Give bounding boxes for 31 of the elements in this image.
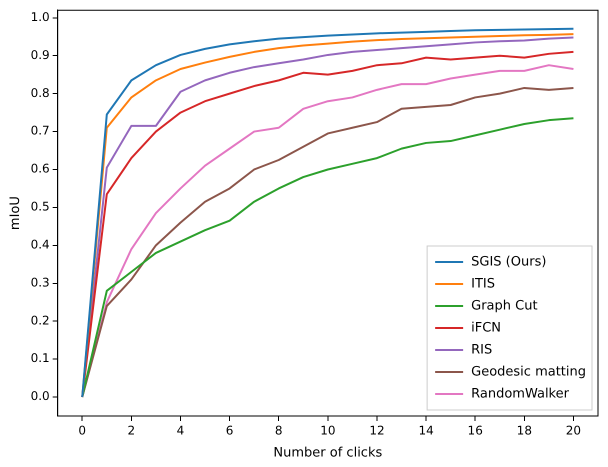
- x-tick-label: 16: [468, 423, 483, 438]
- x-tick-label: 10: [320, 423, 336, 438]
- legend-label: Graph Cut: [471, 298, 538, 314]
- y-tick-label: 0.2: [30, 313, 50, 328]
- x-tick-label: 20: [566, 423, 582, 438]
- y-axis-title: mIoU: [8, 196, 24, 230]
- y-tick-label: 0.9: [30, 48, 50, 62]
- x-tick-label: 14: [418, 423, 434, 438]
- legend-label: RIS: [471, 342, 492, 358]
- legend-label: iFCN: [471, 320, 502, 336]
- x-tick-label: 4: [176, 423, 184, 438]
- x-tick-label: 8: [274, 423, 283, 438]
- y-tick-label: 0.0: [30, 389, 50, 404]
- y-tick-label: 0.8: [30, 86, 50, 100]
- legend-label: RandomWalker: [471, 386, 570, 402]
- x-tick-label: 6: [226, 423, 234, 438]
- legend-label: Geodesic matting: [471, 364, 586, 380]
- x-tick-label: 0: [78, 423, 86, 438]
- y-tick-label: 0.3: [30, 275, 50, 290]
- y-tick-label: 1.0: [30, 10, 50, 24]
- legend-label: ITIS: [471, 276, 496, 292]
- y-tick-label: 0.7: [30, 124, 50, 138]
- x-tick-label: 18: [516, 423, 532, 438]
- y-tick-label: 0.4: [30, 237, 50, 252]
- x-tick-label: 2: [128, 423, 136, 438]
- y-tick-label: 0.6: [30, 162, 50, 176]
- legend-label: SGIS (Ours): [471, 254, 546, 270]
- y-tick-label: 0.5: [30, 200, 50, 214]
- x-tick-label: 12: [369, 423, 385, 438]
- y-tick-label: 0.1: [30, 351, 50, 366]
- x-axis-title: Number of clicks: [273, 446, 382, 461]
